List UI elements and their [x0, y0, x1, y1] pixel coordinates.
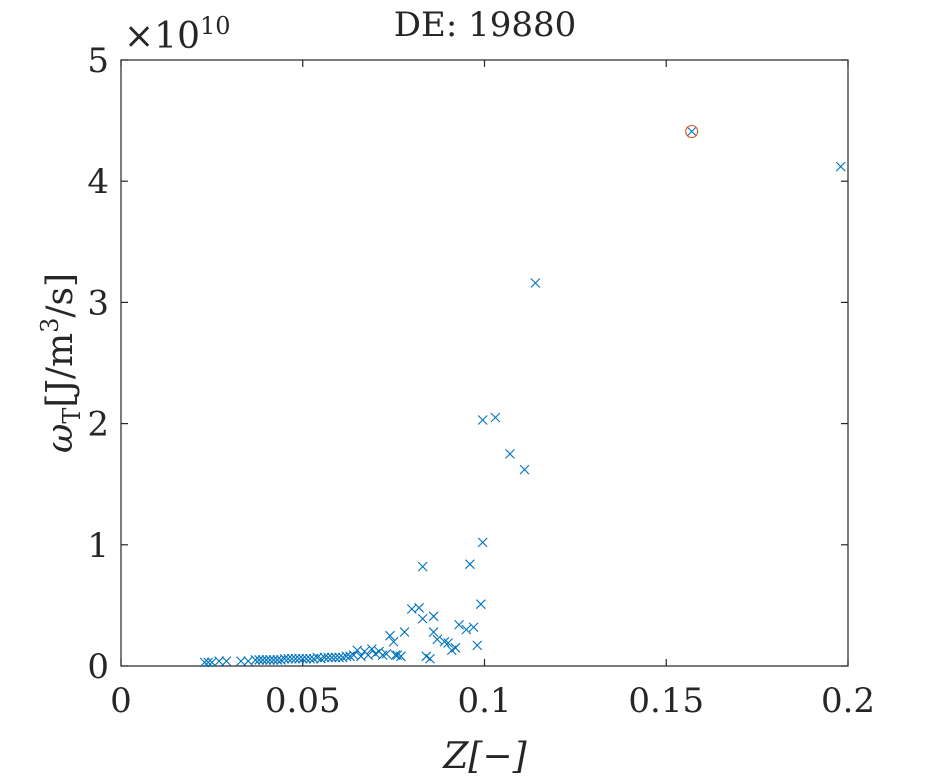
data-point-x — [366, 644, 377, 654]
data-point-x — [477, 537, 488, 548]
data-point-x — [308, 653, 319, 664]
data-point-x — [312, 652, 323, 663]
data-point-x — [385, 630, 395, 641]
data-point-x — [268, 655, 279, 665]
data-point-x — [254, 655, 265, 665]
data-point-x — [323, 652, 334, 663]
y-axis-ticks: 0 1 2 3 4 5 — [87, 41, 848, 687]
data-point-x — [399, 627, 410, 637]
data-point-x — [392, 650, 403, 660]
data-point-x — [490, 412, 501, 423]
data-point-x — [265, 655, 275, 665]
data-point-x — [468, 622, 479, 633]
y-multiplier-exponent: 10 — [200, 12, 231, 40]
data-point-x — [283, 653, 294, 664]
data-point-x — [519, 464, 530, 475]
data-point-x — [428, 611, 439, 622]
data-point-x — [450, 642, 461, 653]
x-axis-label: Z[−] — [442, 736, 527, 777]
x-tick-label: 0.05 — [265, 681, 341, 721]
data-point-x — [345, 651, 355, 662]
data-point-x — [414, 602, 424, 613]
y-multiplier-base: ×10 — [124, 16, 200, 57]
y-label-exp: 3 — [36, 318, 64, 333]
y-tick-label: 5 — [87, 41, 109, 81]
data-point-x — [461, 624, 472, 635]
data-point-x — [454, 619, 464, 630]
data-point-x — [279, 653, 290, 664]
data-point-x — [250, 655, 261, 665]
chart-title: DE: 19880 — [394, 5, 577, 45]
x-tick-label: 0 — [110, 681, 132, 721]
data-point-x — [417, 561, 428, 572]
y-tick-label: 2 — [87, 405, 109, 445]
data-point-x — [290, 653, 301, 664]
highlight-point-circle — [685, 124, 699, 139]
data-point-x — [432, 634, 443, 645]
data-point-x — [477, 415, 488, 425]
data-point-x — [465, 559, 475, 570]
y-axis-label: ωT[J/m3/s] — [36, 273, 86, 453]
y-label-unit-b: /s] — [40, 273, 81, 318]
data-point-x — [301, 653, 312, 664]
data-point-x — [428, 627, 439, 637]
data-point-x — [377, 650, 388, 660]
data-point-x — [326, 652, 337, 663]
data-point-x — [425, 653, 435, 664]
y-tick-label: 4 — [87, 162, 109, 202]
data-point-x — [319, 652, 330, 663]
plot-frame — [120, 59, 849, 667]
data-points — [199, 124, 846, 668]
data-point-x — [396, 651, 406, 662]
data-point-x — [505, 449, 515, 459]
data-point-x — [417, 613, 428, 624]
data-point-x — [261, 655, 272, 665]
data-point-x — [443, 638, 454, 648]
data-point-x — [203, 657, 214, 668]
x-axis-ticks: 0 0.05 0.1 0.15 0.2 — [110, 60, 875, 721]
data-point-x — [297, 653, 308, 664]
data-point-x — [475, 599, 486, 610]
data-point-x — [294, 653, 305, 664]
data-point-x — [835, 161, 846, 172]
x-tick-label: 0.2 — [821, 681, 875, 721]
data-point-x — [286, 653, 297, 664]
y-tick-label: 0 — [87, 647, 109, 687]
data-point-x — [472, 640, 483, 651]
y-tick-label: 1 — [87, 526, 109, 566]
data-point-x — [686, 126, 697, 137]
y-label-unit-a: [J/m — [40, 333, 81, 408]
data-point-x — [214, 656, 225, 667]
y-tick-label: 3 — [87, 283, 109, 323]
data-point-x — [388, 636, 399, 647]
data-point-x — [381, 648, 392, 659]
data-point-x — [221, 656, 232, 667]
y-multiplier: ×1010 — [124, 12, 231, 57]
data-point-x — [330, 652, 341, 663]
data-point-x — [257, 655, 268, 665]
data-point-x — [439, 636, 450, 647]
x-tick-label: 0.15 — [628, 681, 704, 721]
data-point-x — [530, 278, 541, 288]
x-tick-label: 0.1 — [457, 681, 511, 721]
data-point-x — [199, 657, 210, 668]
y-label-sub: T — [58, 408, 86, 424]
y-label-omega: ω — [40, 424, 81, 453]
data-point-x — [236, 656, 246, 667]
